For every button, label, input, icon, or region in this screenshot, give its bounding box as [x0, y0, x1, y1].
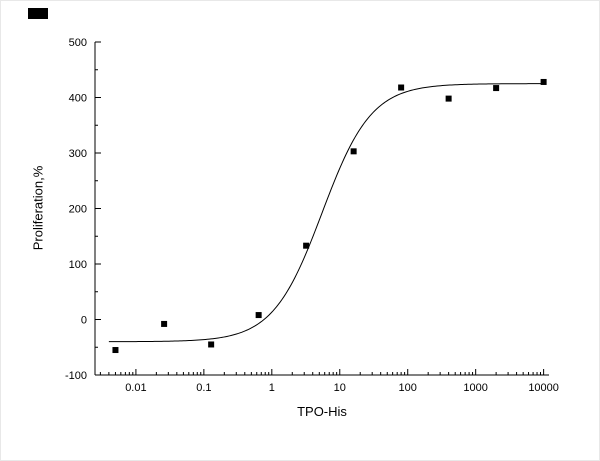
data-point	[208, 341, 215, 348]
x-tick-label: 100	[399, 382, 417, 394]
y-tick-label: 500	[69, 37, 87, 49]
data-point	[540, 78, 547, 85]
data-point	[303, 242, 310, 249]
x-tick-label: 1	[269, 382, 275, 394]
corner-mark	[28, 8, 48, 19]
y-axis-label: Proliferation,%	[30, 165, 46, 251]
x-tick-label: 10	[334, 382, 346, 394]
y-tick-label: -100	[65, 370, 87, 382]
y-tick-label: 400	[69, 93, 87, 105]
x-tick-label: 10000	[528, 382, 559, 394]
y-tick-label: 200	[69, 204, 87, 216]
fit-curve	[108, 83, 547, 343]
data-point	[161, 320, 168, 327]
x-tick-label: 1000	[463, 382, 487, 394]
x-tick-label: 0.01	[125, 382, 146, 394]
data-point	[350, 148, 357, 155]
data-point	[493, 85, 500, 92]
x-axis-label: TPO-His	[297, 404, 347, 419]
data-point	[255, 312, 262, 319]
y-tick-label: 100	[69, 259, 87, 271]
data-point	[445, 95, 452, 102]
data-point	[398, 84, 405, 91]
data-point	[112, 347, 119, 354]
y-tick-label: 0	[81, 315, 87, 327]
y-tick-label: 300	[69, 148, 87, 160]
x-tick-label: 0.1	[196, 382, 211, 394]
